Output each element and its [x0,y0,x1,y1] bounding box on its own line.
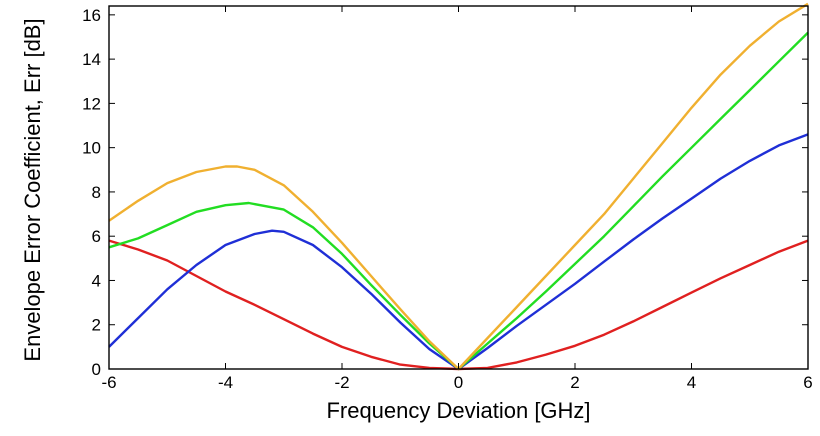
series-line-3 [108,31,809,371]
y-tick-label: 10 [82,139,101,158]
x-tick-label: 6 [803,373,812,392]
x-tick-label: 4 [687,373,696,392]
plot-frame [108,5,809,370]
x-tick-label: -4 [218,373,233,392]
y-tick-label: 14 [82,50,101,69]
y-tick-label: 0 [92,360,101,379]
tick-layer: -6 -4 -2 0 2 4 6 0 2 4 6 8 10 12 14 16 [82,6,813,392]
x-tick-label: 0 [454,373,463,392]
y-axis-title: Envelope Error Coefficient, Err [dB] [20,18,45,361]
x-tick-label: -6 [101,373,116,392]
series-line-2 [108,133,809,371]
y-tick-label: 8 [92,183,101,202]
series-line-1 [108,239,809,371]
x-tick-label: 2 [570,373,579,392]
x-axis-title: Frequency Deviation [GHz] [326,398,590,423]
y-tick-label: 2 [92,316,101,335]
series-layer [108,2,809,371]
x-tick-label: -2 [334,373,349,392]
y-tick-label: 6 [92,227,101,246]
y-tick-label: 16 [82,6,101,25]
y-tick-label: 12 [82,94,101,113]
series-line-4 [108,2,809,371]
y-tick-label: 4 [92,271,101,290]
